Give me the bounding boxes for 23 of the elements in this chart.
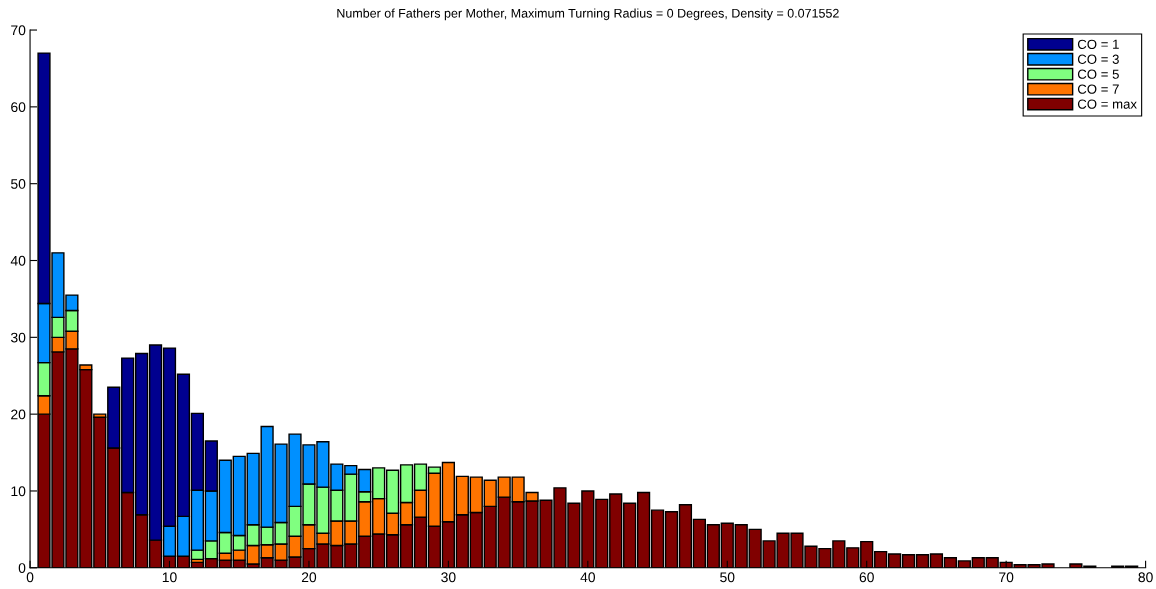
- y-tick-label: 70: [11, 25, 26, 36]
- x-tick-label: 20: [301, 572, 317, 583]
- y-tick-label: 60: [11, 102, 26, 113]
- legend-label: CO = 5: [1077, 69, 1119, 79]
- x-tick-label: 60: [859, 572, 874, 583]
- x-tick-label: 80: [1138, 572, 1153, 583]
- y-tick-label: 20: [11, 409, 26, 420]
- chart-title: Number of Fathers per Mother, Maximum Turning Radius = 0 Degrees, Density = 0.071552: [337, 8, 839, 21]
- legend-label: CO = 3: [1077, 54, 1119, 64]
- x-tick-label: 10: [162, 572, 177, 583]
- y-tick-label: 0: [18, 563, 26, 573]
- x-tick-label: 50: [720, 572, 735, 583]
- x-tick-label: 30: [441, 572, 456, 583]
- y-tick-label: 50: [11, 179, 26, 189]
- y-tick-label: 40: [10, 255, 26, 266]
- legend-label: CO = 1: [1077, 39, 1119, 49]
- legend-label: CO = 7: [1077, 84, 1119, 94]
- legend-label: CO = max: [1077, 99, 1137, 109]
- x-tick-label: 0: [26, 572, 34, 583]
- x-tick-label: 40: [580, 572, 596, 583]
- y-tick-label: 10: [11, 486, 26, 497]
- y-tick-label: 30: [10, 332, 26, 343]
- x-tick-label: 70: [999, 572, 1014, 583]
